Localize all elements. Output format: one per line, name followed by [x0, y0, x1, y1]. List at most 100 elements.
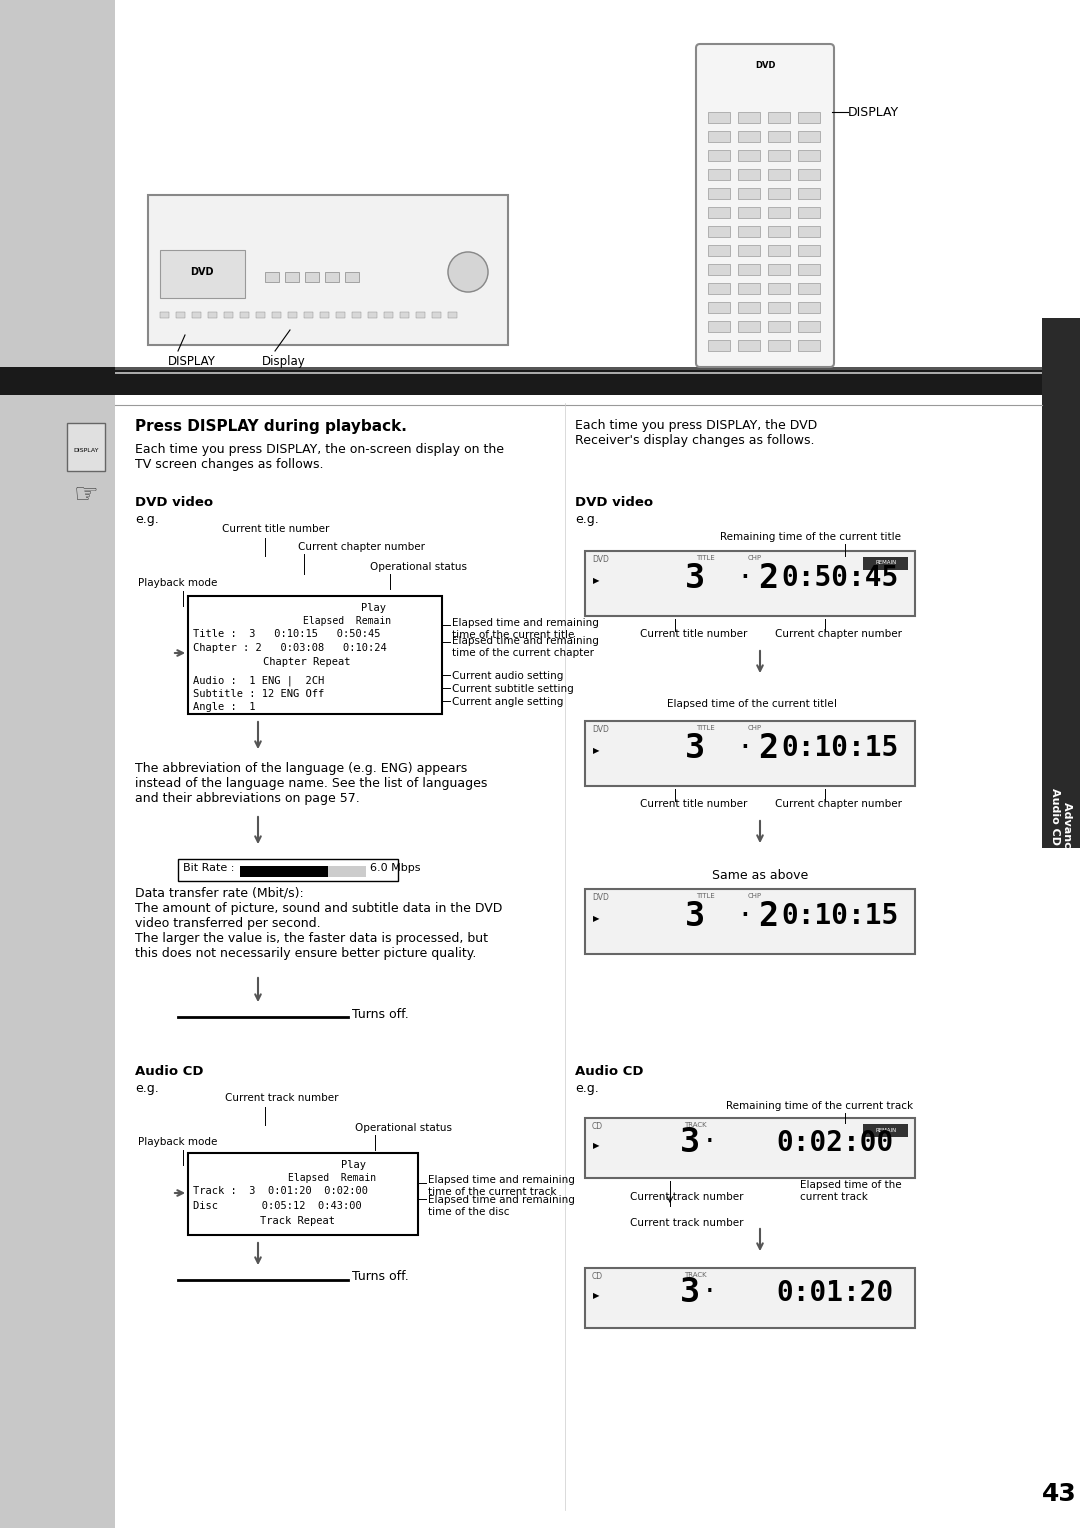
- Text: Audio :  1 ENG |  2CH: Audio : 1 ENG | 2CH: [193, 675, 324, 686]
- Text: 0:50:45: 0:50:45: [781, 564, 899, 591]
- Text: Chapter Repeat: Chapter Repeat: [264, 657, 351, 668]
- Bar: [738, 341, 760, 351]
- Bar: [265, 272, 279, 283]
- Text: Remaining time of the current title: Remaining time of the current title: [719, 532, 901, 542]
- Bar: [285, 272, 299, 283]
- Text: DVD: DVD: [592, 724, 609, 733]
- Bar: [708, 206, 730, 219]
- Text: Current track number: Current track number: [630, 1218, 743, 1229]
- Text: Advanced DVD/
Audio CD Operation: Advanced DVD/ Audio CD Operation: [1050, 788, 1071, 912]
- Bar: [798, 283, 820, 293]
- Text: 2: 2: [758, 900, 778, 932]
- Bar: [585, 552, 915, 616]
- Text: ·: ·: [740, 561, 751, 594]
- Bar: [416, 312, 426, 318]
- Bar: [738, 131, 760, 142]
- Bar: [256, 312, 265, 318]
- Bar: [114, 371, 1080, 374]
- Bar: [708, 188, 730, 199]
- Text: Chapter : 2   0:03:08   0:10:24: Chapter : 2 0:03:08 0:10:24: [193, 643, 387, 652]
- Bar: [798, 150, 820, 160]
- Bar: [798, 303, 820, 313]
- Text: Current angle setting: Current angle setting: [453, 697, 564, 707]
- Bar: [178, 859, 399, 882]
- Text: ·: ·: [740, 732, 751, 764]
- Text: DVD video: DVD video: [135, 497, 213, 509]
- Bar: [798, 264, 820, 275]
- Text: Bit Rate :: Bit Rate :: [183, 863, 234, 872]
- Text: e.g.: e.g.: [575, 513, 598, 526]
- Text: 6.0 Mbps: 6.0 Mbps: [370, 863, 420, 872]
- Text: 0:01:20: 0:01:20: [777, 1279, 893, 1306]
- Text: Elapsed  Remain: Elapsed Remain: [288, 1174, 376, 1183]
- Bar: [768, 170, 789, 180]
- Text: DVD: DVD: [592, 892, 609, 902]
- Bar: [738, 150, 760, 160]
- Text: Playback mode: Playback mode: [138, 578, 217, 588]
- Text: Disc       0:05:12  0:43:00: Disc 0:05:12 0:43:00: [193, 1201, 362, 1212]
- Text: ▶: ▶: [593, 1291, 599, 1300]
- Bar: [738, 188, 760, 199]
- Bar: [188, 596, 442, 714]
- Text: ▶: ▶: [593, 1141, 599, 1151]
- Text: CHP: CHP: [748, 555, 762, 561]
- Text: CD: CD: [592, 1122, 603, 1131]
- Bar: [768, 303, 789, 313]
- Bar: [352, 312, 361, 318]
- Text: ·: ·: [705, 1279, 715, 1308]
- Text: 3: 3: [680, 1276, 700, 1309]
- Bar: [768, 283, 789, 293]
- Text: Elapsed time and remaining
time of the current track: Elapsed time and remaining time of the c…: [428, 1175, 575, 1196]
- Text: DVD video: DVD video: [575, 497, 653, 509]
- Text: TRACK: TRACK: [684, 1122, 706, 1128]
- Text: ☞: ☞: [73, 481, 98, 509]
- Text: Elapsed  Remain: Elapsed Remain: [303, 616, 391, 626]
- Bar: [768, 244, 789, 257]
- Bar: [768, 150, 789, 160]
- Bar: [708, 244, 730, 257]
- Bar: [305, 272, 319, 283]
- Text: DISPLAY: DISPLAY: [168, 354, 216, 368]
- Text: Current chapter number: Current chapter number: [775, 799, 902, 808]
- Text: Current chapter number: Current chapter number: [298, 542, 426, 552]
- FancyBboxPatch shape: [696, 44, 834, 367]
- Text: Elapsed time and remaining
time of the current chapter: Elapsed time and remaining time of the c…: [453, 636, 599, 657]
- Text: ▶: ▶: [593, 914, 599, 923]
- Bar: [67, 423, 105, 471]
- Bar: [708, 283, 730, 293]
- Bar: [240, 312, 249, 318]
- Text: Current track number: Current track number: [225, 1093, 338, 1103]
- Bar: [1042, 318, 1080, 848]
- Bar: [738, 303, 760, 313]
- Text: Current track number: Current track number: [630, 1192, 743, 1203]
- Text: REMAIN: REMAIN: [876, 1128, 896, 1132]
- Bar: [863, 558, 908, 570]
- Text: 3: 3: [685, 561, 705, 594]
- Text: CD: CD: [592, 1271, 603, 1280]
- Bar: [708, 341, 730, 351]
- Bar: [148, 196, 508, 345]
- Bar: [738, 244, 760, 257]
- Text: Title :  3   0:10:15   0:50:45: Title : 3 0:10:15 0:50:45: [193, 630, 380, 639]
- Bar: [708, 150, 730, 160]
- Text: Same as above: Same as above: [712, 869, 808, 882]
- Bar: [325, 272, 339, 283]
- Text: Press DISPLAY during playback.: Press DISPLAY during playback.: [135, 419, 407, 434]
- Text: 3: 3: [685, 732, 705, 764]
- Bar: [114, 367, 1080, 370]
- Text: e.g.: e.g.: [135, 513, 159, 526]
- Text: Current title number: Current title number: [222, 524, 329, 533]
- Text: 3: 3: [685, 900, 705, 932]
- Bar: [708, 131, 730, 142]
- Text: Current chapter number: Current chapter number: [775, 630, 902, 639]
- Text: ·: ·: [705, 1129, 715, 1158]
- Bar: [708, 170, 730, 180]
- Bar: [448, 312, 457, 318]
- Text: Each time you press DISPLAY, the DVD
Receiver's display changes as follows.: Each time you press DISPLAY, the DVD Rec…: [575, 419, 818, 448]
- Text: 2: 2: [758, 561, 778, 594]
- Bar: [160, 312, 168, 318]
- Text: CHP: CHP: [748, 724, 762, 730]
- Circle shape: [448, 252, 488, 292]
- Bar: [798, 341, 820, 351]
- Bar: [384, 312, 393, 318]
